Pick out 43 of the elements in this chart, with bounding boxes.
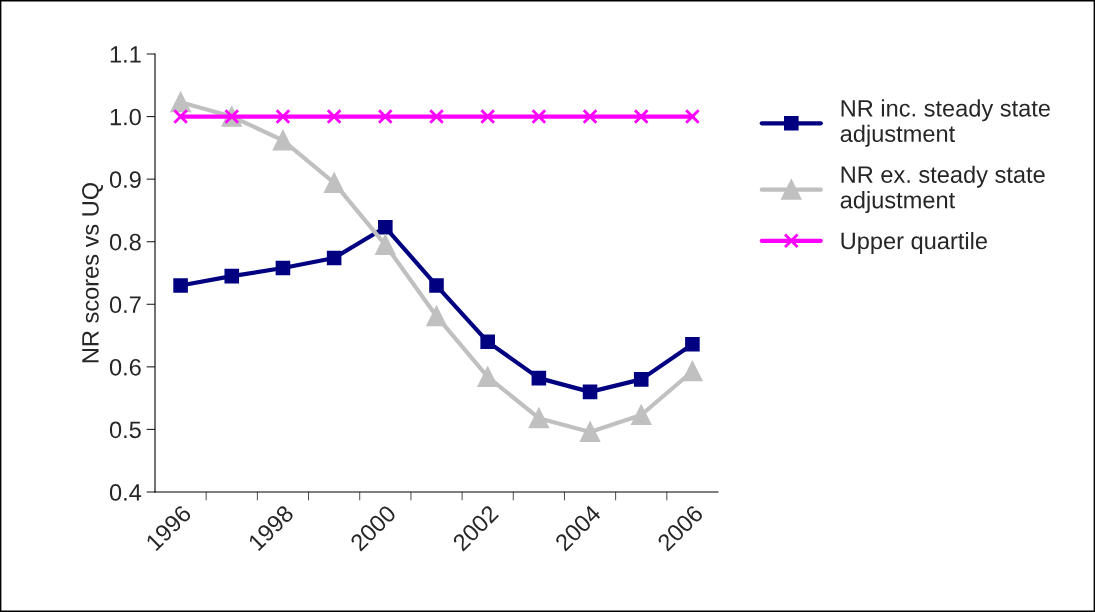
point	[172, 108, 189, 125]
point	[224, 268, 240, 284]
point	[582, 384, 598, 400]
point	[377, 108, 393, 125]
point	[324, 172, 345, 193]
point	[480, 108, 496, 125]
legend-label: NR ex. steady state adjustment	[840, 165, 1045, 214]
point	[684, 108, 701, 125]
point	[173, 278, 188, 293]
point	[631, 404, 652, 426]
point	[429, 278, 444, 293]
point	[170, 92, 191, 113]
y-tick-label: 1.0	[110, 108, 141, 126]
point	[633, 372, 649, 387]
point	[531, 108, 547, 125]
point	[426, 306, 447, 327]
y-tick-label: 0.4	[109, 484, 142, 501]
point	[531, 370, 547, 386]
point	[375, 234, 396, 255]
point	[428, 108, 445, 125]
legend-label: NR inc. steady state adjustment	[840, 99, 1050, 147]
point	[480, 334, 495, 350]
point	[582, 108, 598, 125]
y-tick-label: 0.6	[109, 358, 141, 376]
point	[326, 250, 342, 266]
point	[682, 361, 703, 382]
point	[275, 108, 291, 125]
legend-label: Upper quartile	[841, 231, 987, 254]
point	[275, 260, 291, 276]
point	[477, 366, 498, 387]
y-tick-label: 1.1	[110, 46, 141, 63]
point	[378, 220, 393, 235]
y-tick-label: 0.9	[109, 171, 141, 188]
y-tick-label: 0.8	[109, 233, 141, 251]
y-axis-title: NR scores vs UQ	[82, 182, 103, 363]
y-tick-label: 0.5	[109, 421, 141, 439]
point	[326, 108, 342, 125]
point	[633, 108, 649, 125]
point	[685, 337, 700, 352]
point	[579, 421, 601, 442]
point	[272, 130, 294, 151]
point	[528, 408, 549, 429]
y-tick-label: 0.7	[109, 296, 141, 314]
